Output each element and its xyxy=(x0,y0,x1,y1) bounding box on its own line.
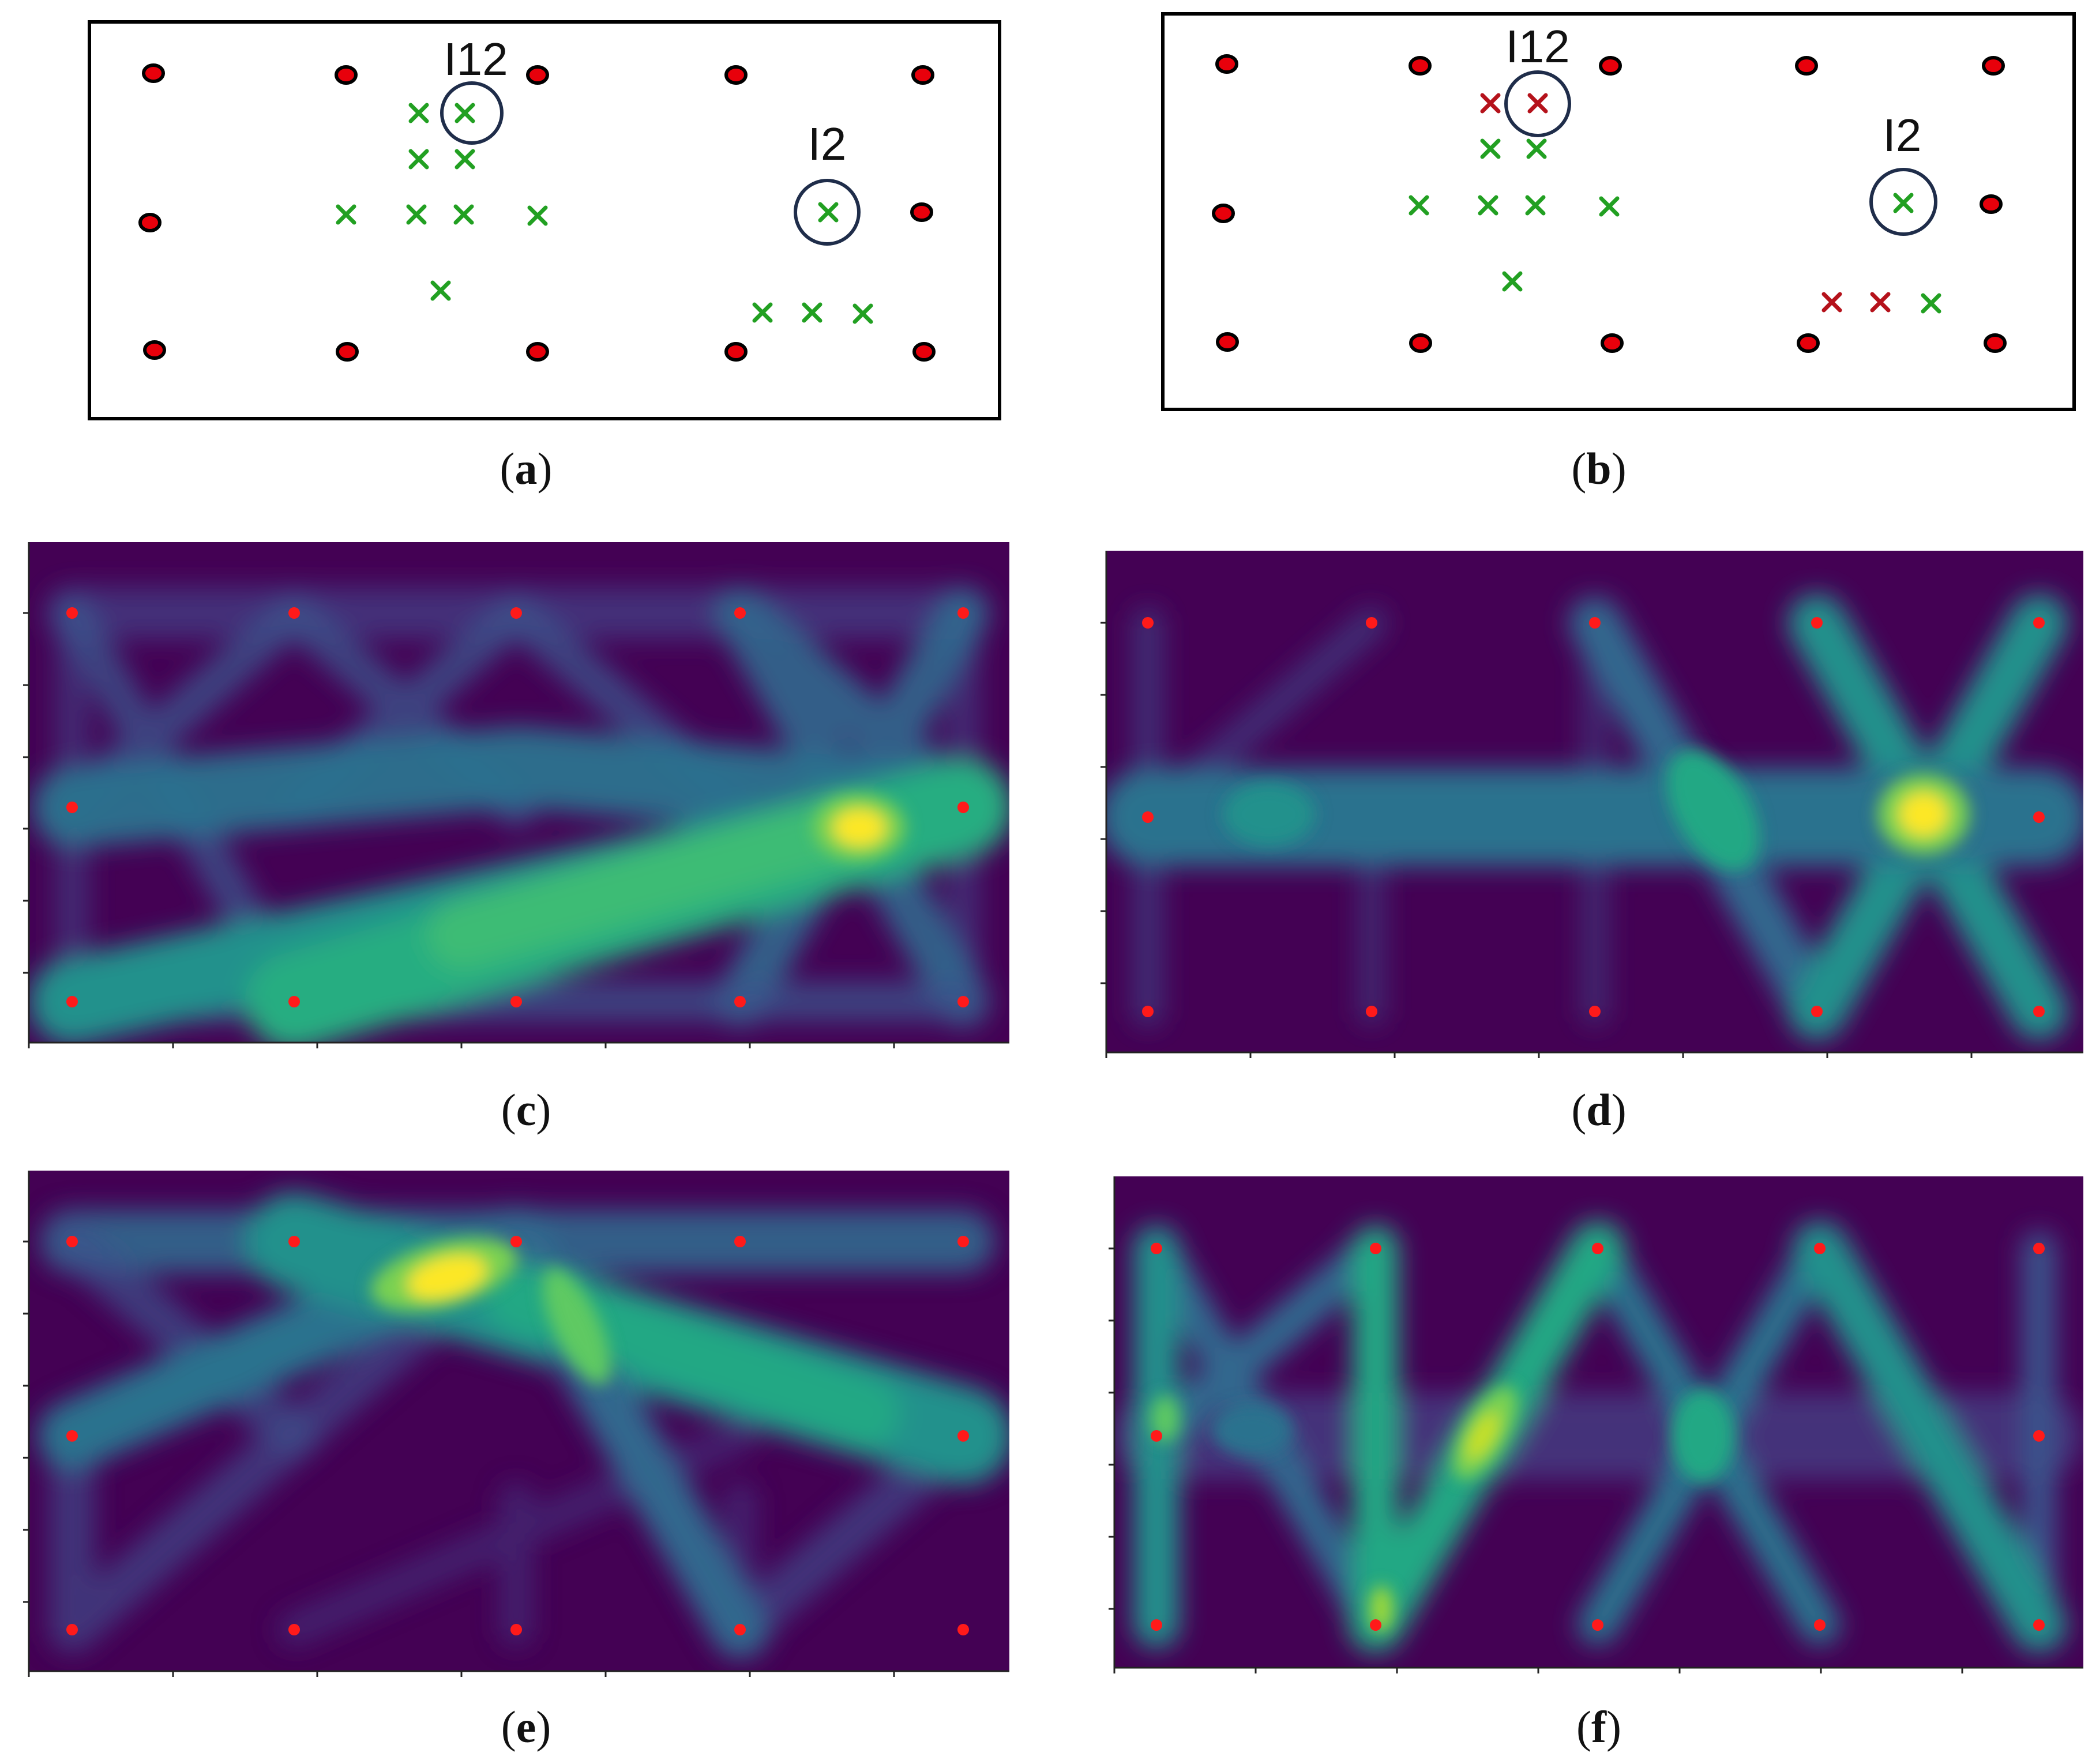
heatmap-d-sensors xyxy=(1142,617,2045,1017)
heatmap-d-axes xyxy=(1101,551,2083,1058)
caption-b-letter: b xyxy=(1586,443,1612,494)
highlight-ring-i12-b xyxy=(1504,70,1571,137)
heatmap-e-field xyxy=(37,1193,1009,1658)
highlight-ring-i12 xyxy=(440,81,504,145)
panel-b: I12 I2 xyxy=(1161,12,2076,411)
caption-c: (c) xyxy=(501,1085,551,1135)
panel-b-sensors xyxy=(1212,54,2007,353)
panel-a-sensors xyxy=(138,63,936,362)
caption-f-letter: f xyxy=(1591,1702,1606,1752)
panel-c xyxy=(23,542,1009,1048)
heatmap-d-field xyxy=(1106,594,2083,1040)
label-i12: I12 xyxy=(444,33,508,85)
caption-e-letter: e xyxy=(516,1702,536,1752)
label-i12-b: I12 xyxy=(1505,21,1569,72)
highlight-ring-i2-b xyxy=(1869,168,1937,236)
label-i2: I2 xyxy=(808,118,847,170)
caption-a: (a) xyxy=(499,443,553,494)
heatmap-c-sensors xyxy=(66,607,969,1007)
heatmap-c-axes xyxy=(23,542,1009,1048)
caption-f: (f) xyxy=(1576,1702,1621,1752)
heatmap-e-sensors xyxy=(66,1236,969,1635)
caption-d-letter: d xyxy=(1586,1085,1612,1135)
heatmap-f-axes xyxy=(1109,1176,2083,1673)
caption-e: (e) xyxy=(501,1702,551,1752)
panel-a-markers xyxy=(336,103,873,324)
panel-b-frame xyxy=(1161,12,2076,411)
panel-f xyxy=(1109,1176,2083,1673)
panel-b-missing-markers xyxy=(1480,93,1891,313)
highlight-ring-i2 xyxy=(794,179,861,246)
panel-a-frame xyxy=(88,20,1001,420)
caption-d: (d) xyxy=(1571,1085,1627,1135)
caption-c-letter: c xyxy=(516,1085,536,1135)
heatmap-e-axes xyxy=(23,1171,1009,1677)
caption-a-letter: a xyxy=(514,443,538,494)
panel-a: I12 I2 xyxy=(88,20,1001,420)
heatmap-f-sensors xyxy=(1151,1243,2045,1631)
panel-b-valid-markers xyxy=(1409,138,1941,314)
panel-d xyxy=(1101,551,2083,1058)
panel-e xyxy=(23,1171,1009,1677)
label-i2-b: I2 xyxy=(1883,110,1922,161)
caption-b: (b) xyxy=(1571,443,1627,494)
